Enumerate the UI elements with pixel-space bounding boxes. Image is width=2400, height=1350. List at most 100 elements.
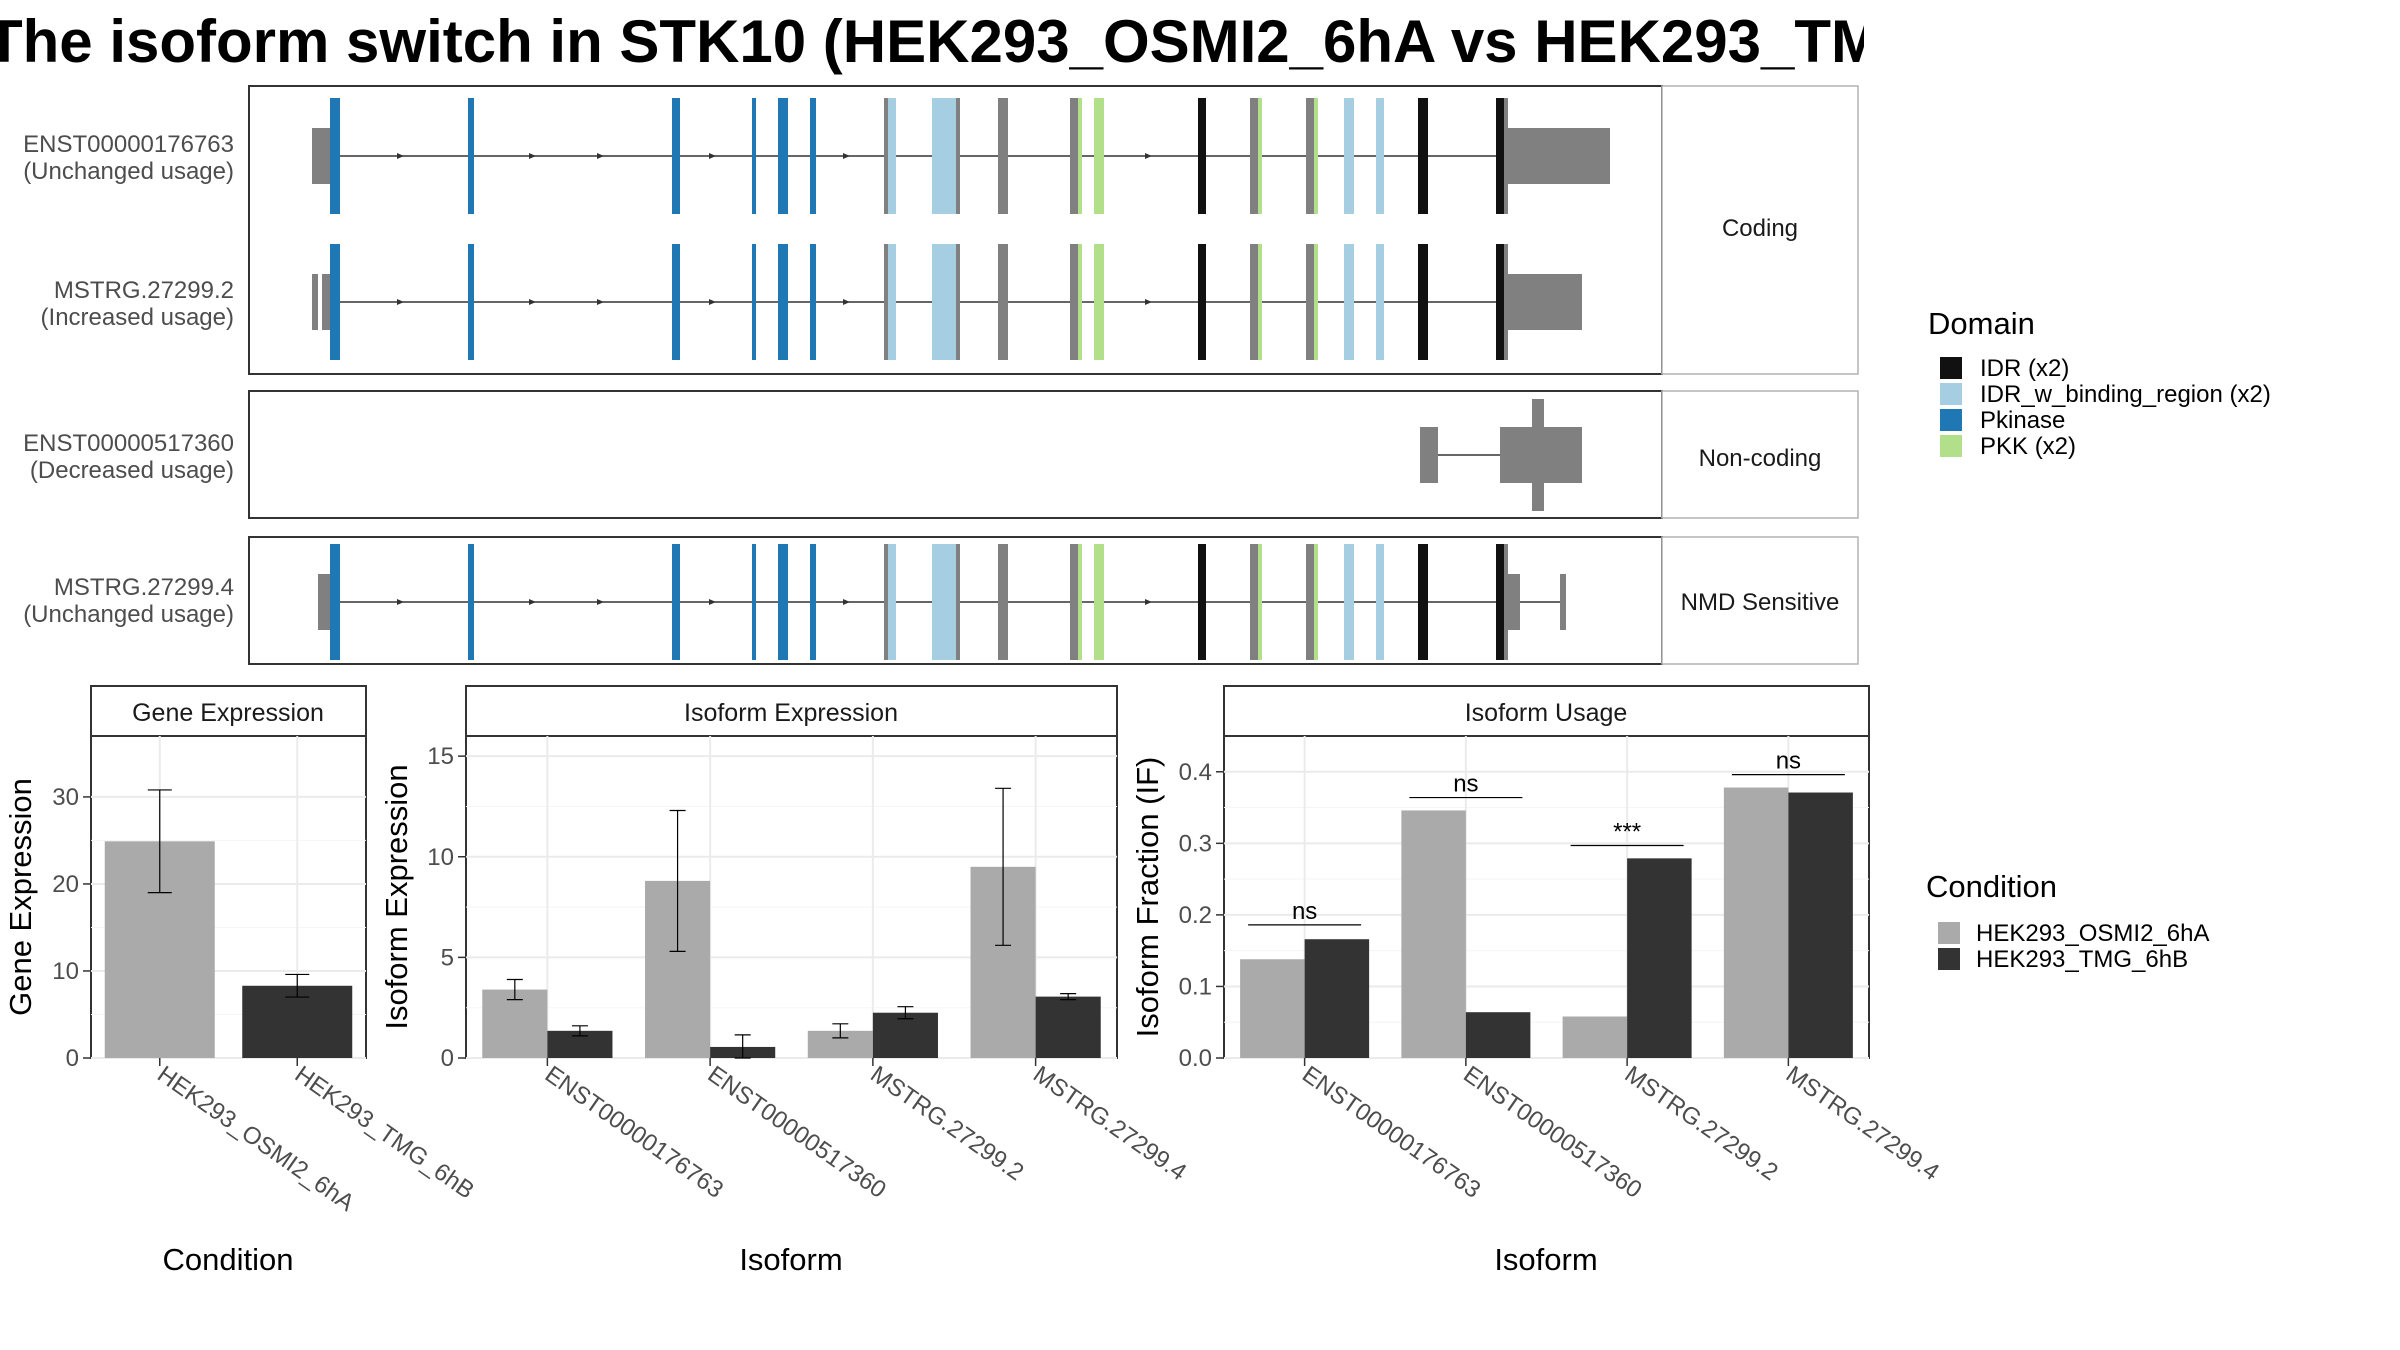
y-tick-label: 0.0	[1179, 1045, 1212, 1072]
y-tick-label: 5	[441, 944, 454, 971]
exon	[1420, 427, 1438, 483]
direction-arrow	[397, 599, 404, 605]
exon	[1504, 98, 1508, 214]
isoform-usage-label: (Decreased usage)	[30, 457, 234, 484]
exon	[1306, 98, 1314, 214]
domain-segment	[810, 98, 816, 214]
x-tick-label: ENST00000176763	[540, 1061, 728, 1204]
direction-arrow	[843, 153, 850, 159]
direction-arrow	[529, 153, 536, 159]
legend-swatch	[1940, 409, 1962, 431]
exon	[956, 244, 960, 360]
legend-swatch	[1940, 383, 1962, 405]
domain-segment	[1314, 544, 1318, 660]
direction-arrow	[597, 153, 604, 159]
bar	[1304, 939, 1370, 1058]
direction-arrow	[597, 599, 604, 605]
domain-segment	[1314, 244, 1318, 360]
legend-label: Pkinase	[1980, 407, 2065, 434]
isoform-label: ENST00000176763	[23, 131, 234, 158]
exon	[1306, 544, 1314, 660]
y-tick-label: 0.1	[1179, 973, 1212, 1000]
direction-arrow	[397, 299, 404, 305]
domain-segment	[888, 98, 896, 214]
exon	[998, 544, 1008, 660]
y-tick-label: 20	[52, 871, 79, 898]
y-tick-label: 0.4	[1179, 759, 1212, 786]
x-axis-title: Isoform	[1494, 1242, 1597, 1277]
x-tick-label: MSTRG.27299.4	[1028, 1061, 1191, 1186]
exon	[1306, 244, 1314, 360]
legend-title: Domain	[1928, 306, 2035, 341]
exon	[1250, 244, 1258, 360]
direction-arrow	[1145, 599, 1152, 605]
chart-title: Gene Expression	[132, 699, 324, 727]
facet-strip	[1661, 536, 1859, 665]
domain-segment	[778, 244, 788, 360]
domain-segment	[1094, 98, 1104, 214]
domain-segment	[672, 544, 680, 660]
domain-segment	[1344, 544, 1354, 660]
y-tick-label: 15	[427, 743, 454, 770]
domain-segment	[1314, 98, 1318, 214]
domain-segment	[1376, 244, 1384, 360]
domain-segment	[1198, 544, 1206, 660]
domain-segment	[932, 98, 956, 214]
y-tick-label: 10	[427, 844, 454, 871]
domain-segment	[1258, 544, 1262, 660]
figure-title: The isoform switch in STK10 (HEK293_OSMI…	[0, 8, 1864, 75]
isoform-label: MSTRG.27299.2	[54, 277, 234, 304]
domain-segment	[932, 544, 956, 660]
domain-segment	[672, 244, 680, 360]
chart-title: Isoform Expression	[684, 699, 898, 727]
y-axis-title: Isoform Fraction (IF)	[1130, 757, 1165, 1038]
domain-segment	[1418, 244, 1428, 360]
domain-segment	[888, 244, 896, 360]
bar	[1240, 959, 1305, 1058]
bar	[242, 985, 353, 1058]
domain-segment	[810, 544, 816, 660]
isoform-expression-chart: Isoform Expression Isoform Isoform Expre…	[379, 685, 1191, 1277]
direction-arrow	[843, 599, 850, 605]
domain-segment	[468, 244, 474, 360]
structure-panel-nmd: NMD Sensitive MSTRG.27299.4 (Unchanged u…	[23, 536, 1859, 665]
domain-segment	[468, 98, 474, 214]
domain-segment	[1094, 244, 1104, 360]
domain-segment	[752, 544, 756, 660]
exon	[998, 244, 1008, 360]
legend-swatch	[1938, 948, 1960, 970]
direction-arrow	[1145, 153, 1152, 159]
exon	[1560, 574, 1566, 630]
x-tick-label: MSTRG.27299.2	[1620, 1061, 1783, 1186]
exon	[1250, 544, 1258, 660]
legend-swatch	[1938, 922, 1960, 944]
isoform-label: ENST00000517360	[23, 430, 234, 457]
isoform-usage-label: (Unchanged usage)	[23, 158, 234, 185]
domain-segment	[336, 98, 340, 214]
facet-strip	[1661, 390, 1859, 519]
domain-segment	[336, 244, 340, 360]
direction-arrow	[709, 299, 716, 305]
domain-segment	[1344, 98, 1354, 214]
x-tick-label: ENST00000176763	[1297, 1061, 1485, 1204]
significance-label: ns	[1776, 748, 1801, 775]
domain-segment	[1078, 244, 1082, 360]
chart-title: Isoform Usage	[1465, 699, 1628, 727]
bar	[1465, 1012, 1531, 1058]
exon	[1508, 574, 1520, 630]
domain-segment	[752, 98, 756, 214]
isoform-usage-chart: Isoform Usage Isoform Isoform Fraction (…	[1130, 685, 1944, 1277]
direction-arrow	[529, 599, 536, 605]
exon	[1250, 98, 1258, 214]
exon	[884, 544, 888, 660]
x-axis-title: Isoform	[739, 1242, 842, 1277]
structure-panel-noncoding: Non-coding ENST00000517360 (Decreased us…	[23, 390, 1859, 519]
direction-arrow	[843, 299, 850, 305]
bar	[1788, 792, 1853, 1058]
strip	[1223, 685, 1870, 737]
domain-segment	[1258, 98, 1262, 214]
domain-legend: Domain IDR (x2)IDR_w_binding_region (x2)…	[1928, 306, 2271, 460]
legend-swatch	[1940, 357, 1962, 379]
